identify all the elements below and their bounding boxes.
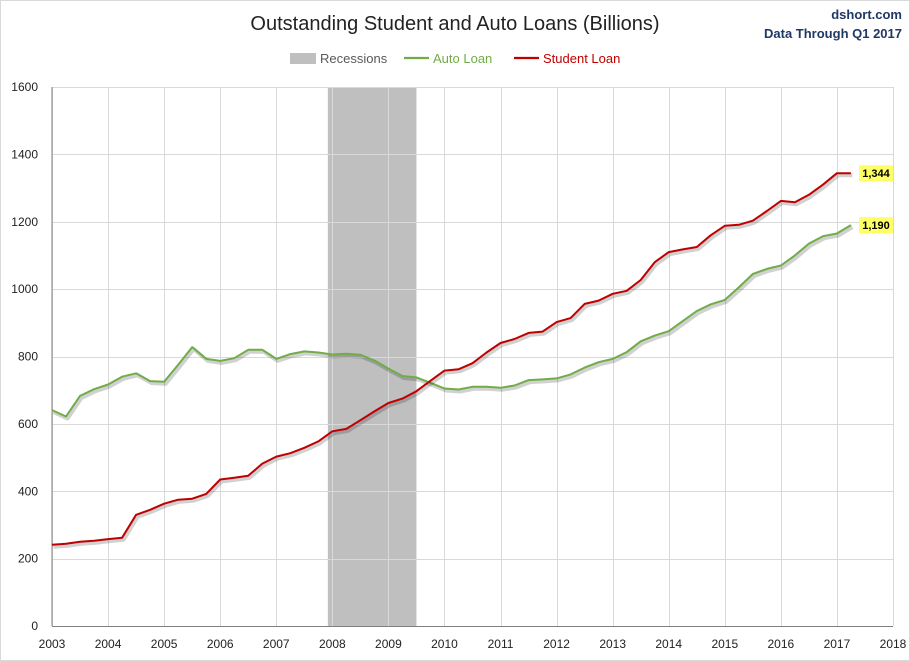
legend-auto-label: Auto Loan bbox=[433, 51, 492, 66]
x-tick-label-2006: 2006 bbox=[207, 637, 234, 651]
chart-title: Outstanding Student and Auto Loans (Bill… bbox=[250, 13, 659, 35]
x-tick-label-2012: 2012 bbox=[543, 637, 570, 651]
end-label-bg-student bbox=[859, 165, 893, 182]
y-tick-label-1200: 1200 bbox=[11, 215, 38, 229]
end-labels: 1,190 1,344 bbox=[859, 165, 893, 234]
x-tick-label-2013: 2013 bbox=[599, 637, 626, 651]
y-tick-label-200: 200 bbox=[18, 552, 38, 566]
legend-recession-swatch bbox=[290, 53, 316, 64]
x-tick-label-2009: 2009 bbox=[375, 637, 402, 651]
recession-band-0 bbox=[327, 87, 417, 626]
y-tick-label-800: 800 bbox=[18, 350, 38, 364]
recession-band-layer bbox=[327, 87, 417, 626]
legend-recession-label: Recessions bbox=[320, 51, 388, 66]
y-tick-label-1400: 1400 bbox=[11, 147, 38, 161]
x-tick-label-2014: 2014 bbox=[655, 637, 682, 651]
x-tick-label-2011: 2011 bbox=[488, 637, 514, 651]
x-tick-label-2015: 2015 bbox=[711, 637, 738, 651]
axes: 0 200 400 600 800 1000 1200 1400 1600 2003 2004 200… bbox=[11, 80, 906, 651]
x-tick-label-2010: 2010 bbox=[431, 637, 458, 651]
series-line-auto bbox=[51, 224, 852, 418]
y-tick-label-0: 0 bbox=[31, 619, 38, 633]
x-tick-label-2004: 2004 bbox=[95, 637, 122, 651]
brand-label: dshort.com bbox=[831, 7, 902, 22]
series-shadow-auto bbox=[52, 225, 854, 421]
legend: Recessions Auto Loan Student Loan bbox=[290, 51, 620, 66]
y-tick-label-400: 400 bbox=[18, 484, 38, 498]
x-tick-label-2007: 2007 bbox=[263, 637, 290, 651]
x-tick-label-2017: 2017 bbox=[824, 637, 851, 651]
x-tick-label-2005: 2005 bbox=[151, 637, 178, 651]
legend-student-label: Student Loan bbox=[543, 51, 620, 66]
x-tick-label-2008: 2008 bbox=[319, 637, 346, 651]
y-tick-label-1000: 1000 bbox=[11, 282, 38, 296]
x-tick-label-2003: 2003 bbox=[39, 637, 66, 651]
data-through-label: Data Through Q1 2017 bbox=[764, 26, 902, 41]
x-tick-label-2016: 2016 bbox=[768, 637, 795, 651]
y-tick-label-1600: 1600 bbox=[11, 80, 38, 94]
series-lines bbox=[51, 172, 854, 549]
end-label-auto: 1,190 bbox=[862, 220, 890, 232]
end-label-student: 1,344 bbox=[862, 168, 890, 180]
end-label-bg-auto bbox=[859, 217, 893, 234]
y-tick-label-600: 600 bbox=[18, 417, 38, 431]
x-tick-label-2018: 2018 bbox=[880, 637, 907, 651]
series-line-student bbox=[51, 172, 851, 546]
series-shadow-student bbox=[53, 173, 853, 549]
